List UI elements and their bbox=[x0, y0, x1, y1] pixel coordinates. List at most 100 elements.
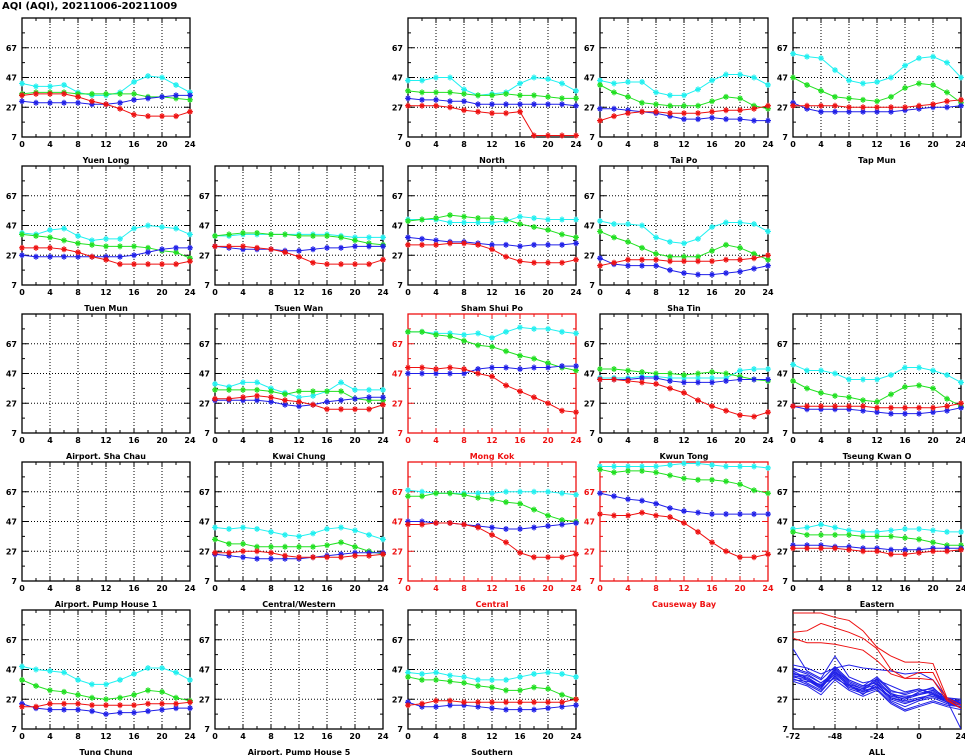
series-red-marker bbox=[531, 259, 537, 266]
series-red-marker bbox=[47, 244, 53, 251]
series-red-marker bbox=[930, 548, 936, 555]
series-blue-marker bbox=[489, 241, 495, 248]
series-red-marker bbox=[737, 256, 743, 263]
panel-tsuen-wan: 7 27 47 67 0 4 8 12 16 20 24 Tsuen Wan bbox=[199, 165, 389, 313]
series-red-marker bbox=[958, 96, 964, 103]
series-red-marker bbox=[187, 699, 193, 706]
series-green-marker bbox=[254, 543, 260, 550]
series-red-marker bbox=[545, 699, 551, 706]
series-red-marker bbox=[173, 261, 179, 268]
series-blue-marker bbox=[573, 102, 579, 109]
series-red-marker bbox=[597, 376, 603, 383]
panel-airport-sha-chau: 7 27 47 67 0 4 8 12 16 20 24 Airport. Sha Chau bbox=[6, 313, 196, 461]
y-tick-label: 27 bbox=[584, 251, 595, 260]
series-red-marker bbox=[89, 253, 95, 260]
series-green-marker bbox=[489, 343, 495, 350]
series-red-marker bbox=[765, 551, 771, 558]
series-green-marker bbox=[433, 331, 439, 338]
y-tick-label: 27 bbox=[777, 399, 788, 408]
series-green-marker bbox=[611, 89, 617, 96]
series-red-marker bbox=[433, 519, 439, 526]
series-green-marker bbox=[709, 476, 715, 483]
series-red-marker bbox=[268, 394, 274, 401]
x-tick-label: 16 bbox=[514, 584, 526, 593]
series-blue-marker bbox=[944, 407, 950, 414]
series-green-marker bbox=[173, 694, 179, 701]
series-blue-marker bbox=[751, 376, 757, 383]
series-red-marker bbox=[61, 246, 67, 253]
series-cyan-marker bbox=[226, 525, 232, 532]
series-green-marker bbox=[888, 533, 894, 540]
series-cyan-marker bbox=[573, 330, 579, 337]
x-tick-label: 16 bbox=[706, 140, 718, 149]
x-tick-label: 24 bbox=[955, 584, 965, 593]
series-blue-marker bbox=[338, 244, 344, 251]
series-red-marker bbox=[254, 392, 260, 399]
series-green-marker bbox=[531, 355, 537, 362]
x-tick-label: 0 bbox=[405, 436, 411, 445]
series-cyan-marker bbox=[958, 528, 964, 535]
series-green-marker bbox=[254, 229, 260, 236]
series-cyan-marker bbox=[944, 59, 950, 66]
series-blue-marker bbox=[531, 241, 537, 248]
series-cyan-marker bbox=[117, 235, 123, 242]
x-tick-label: 0 bbox=[19, 436, 25, 445]
series-blue-marker bbox=[545, 522, 551, 529]
series-cyan-marker bbox=[475, 490, 481, 497]
series-blue-marker bbox=[559, 521, 565, 528]
series-red-marker bbox=[226, 243, 232, 250]
series-blue-marker bbox=[89, 708, 95, 715]
y-tick-label: 27 bbox=[777, 103, 788, 112]
series-red-marker bbox=[489, 531, 495, 538]
series-red-marker bbox=[89, 702, 95, 709]
series-blue-marker bbox=[597, 490, 603, 497]
series-blue-marker bbox=[765, 117, 771, 124]
x-tick-label: 8 bbox=[461, 584, 467, 593]
series-blue-marker bbox=[531, 524, 537, 531]
series-red-marker bbox=[723, 256, 729, 263]
series-blue-marker bbox=[545, 241, 551, 248]
series-green-marker bbox=[517, 687, 523, 694]
x-tick-label: 24 bbox=[377, 436, 389, 445]
series-blue-marker bbox=[517, 101, 523, 108]
x-tick-label: 4 bbox=[433, 732, 439, 741]
series-green-marker bbox=[447, 678, 453, 685]
y-tick-label: 7 bbox=[589, 429, 595, 438]
series-cyan-marker bbox=[916, 55, 922, 62]
series-cyan-marker bbox=[846, 77, 852, 84]
series-red-marker bbox=[145, 113, 151, 120]
panel-central: 7 27 47 67 0 4 8 12 16 20 24 Central bbox=[392, 461, 582, 609]
series-blue-marker bbox=[159, 93, 165, 100]
panel-tai-po: 7 27 47 67 0 4 8 12 16 20 24 Tai Po bbox=[584, 17, 774, 165]
all-red-line bbox=[793, 612, 961, 706]
x-tick-label: 0 bbox=[212, 732, 218, 741]
series-red-marker bbox=[310, 401, 316, 408]
series-green-marker bbox=[765, 256, 771, 263]
series-cyan-marker bbox=[625, 78, 631, 85]
series-cyan-marker bbox=[559, 216, 565, 223]
series-cyan-marker bbox=[832, 67, 838, 74]
series-green-marker bbox=[888, 391, 894, 398]
y-tick-label: 27 bbox=[6, 103, 17, 112]
series-green-marker bbox=[930, 385, 936, 392]
series-blue-marker bbox=[573, 240, 579, 247]
series-red-marker bbox=[944, 548, 950, 555]
x-tick-label: 12 bbox=[100, 732, 111, 741]
x-tick-label: 16 bbox=[899, 436, 911, 445]
x-tick-label: 8 bbox=[268, 584, 274, 593]
series-blue-marker bbox=[145, 249, 151, 256]
series-green-marker bbox=[226, 540, 232, 547]
series-cyan-marker bbox=[405, 487, 411, 494]
series-blue-marker bbox=[531, 364, 537, 371]
series-green-marker bbox=[282, 391, 288, 398]
series-green-marker bbox=[296, 388, 302, 395]
series-cyan-marker bbox=[874, 78, 880, 85]
series-red-marker bbox=[187, 258, 193, 265]
series-red-marker bbox=[352, 261, 358, 268]
series-blue-marker bbox=[352, 395, 358, 402]
series-blue-marker bbox=[517, 243, 523, 250]
series-cyan-marker bbox=[461, 331, 467, 338]
series-red-marker bbox=[19, 244, 25, 251]
series-green-marker bbox=[268, 543, 274, 550]
x-tick-label: 24 bbox=[570, 288, 582, 297]
